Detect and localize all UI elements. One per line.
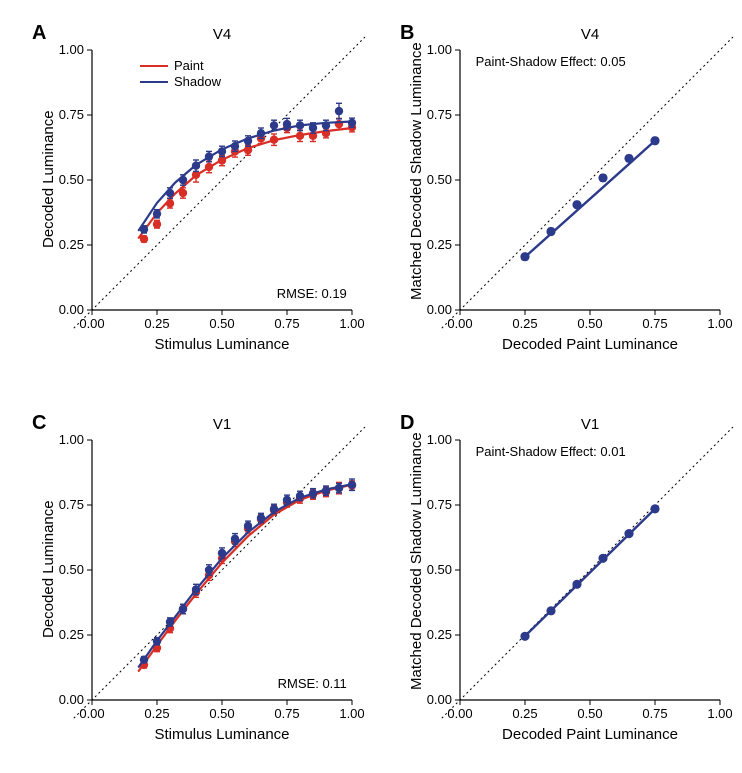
legend-label-paint: Paint	[174, 58, 204, 73]
legend-label-shadow: Shadow	[174, 74, 221, 89]
svg-text:1.00: 1.00	[707, 316, 732, 331]
svg-text:0.00: 0.00	[447, 706, 472, 721]
svg-text:0.50: 0.50	[209, 706, 234, 721]
svg-text:1.00: 1.00	[427, 42, 452, 57]
ylabel-a: Decoded Luminance	[40, 110, 57, 248]
svg-text:0.50: 0.50	[59, 172, 84, 187]
svg-text:0.25: 0.25	[59, 237, 84, 252]
svg-text:0.00: 0.00	[79, 316, 104, 331]
svg-text:0.75: 0.75	[274, 706, 299, 721]
annot-b: Paint-Shadow Effect: 0.05	[476, 54, 626, 69]
svg-text:0.75: 0.75	[274, 316, 299, 331]
svg-text:0.00: 0.00	[427, 692, 452, 707]
svg-text:0.50: 0.50	[427, 562, 452, 577]
panel-letter-a: A	[32, 22, 46, 45]
svg-text:0.25: 0.25	[427, 627, 452, 642]
svg-text:0.75: 0.75	[642, 316, 667, 331]
svg-text:0.75: 0.75	[427, 107, 452, 122]
svg-text:0.25: 0.25	[144, 316, 169, 331]
svg-text:0.25: 0.25	[512, 706, 537, 721]
ylabel-d: Matched Decoded Shadow Luminance	[408, 432, 425, 690]
svg-text:0.50: 0.50	[427, 172, 452, 187]
legend-line-shadow	[140, 81, 168, 83]
ylabel-b: Matched Decoded Shadow Luminance	[408, 42, 425, 300]
svg-text:0.50: 0.50	[577, 706, 602, 721]
svg-text:1.00: 1.00	[59, 42, 84, 57]
legend-line-paint	[140, 65, 168, 67]
svg-text:1.00: 1.00	[339, 316, 364, 331]
svg-text:0.25: 0.25	[59, 627, 84, 642]
svg-text:1.00: 1.00	[339, 706, 364, 721]
svg-text:0.25: 0.25	[427, 237, 452, 252]
annot-d: Paint-Shadow Effect: 0.01	[476, 444, 626, 459]
svg-text:0.75: 0.75	[642, 706, 667, 721]
svg-text:0.25: 0.25	[512, 316, 537, 331]
figure-root: A V4 Decoded Luminance Stimulus Luminanc…	[0, 0, 742, 773]
legend-shadow: Shadow	[140, 74, 221, 89]
svg-text:0.75: 0.75	[59, 497, 84, 512]
svg-text:1.00: 1.00	[427, 432, 452, 447]
svg-text:0.00: 0.00	[79, 706, 104, 721]
svg-text:0.50: 0.50	[209, 316, 234, 331]
svg-text:0.00: 0.00	[447, 316, 472, 331]
legend-paint: Paint	[140, 58, 204, 73]
svg-text:0.75: 0.75	[427, 497, 452, 512]
svg-text:1.00: 1.00	[707, 706, 732, 721]
svg-text:0.50: 0.50	[577, 316, 602, 331]
svg-text:0.75: 0.75	[59, 107, 84, 122]
svg-text:1.00: 1.00	[59, 432, 84, 447]
ylabel-c: Decoded Luminance	[40, 500, 57, 638]
svg-text:0.25: 0.25	[144, 706, 169, 721]
svg-text:0.00: 0.00	[427, 302, 452, 317]
panel-letter-c: C	[32, 412, 46, 435]
svg-text:0.00: 0.00	[59, 302, 84, 317]
annot-a: RMSE: 0.19	[147, 286, 347, 301]
svg-text:0.50: 0.50	[59, 562, 84, 577]
svg-text:0.00: 0.00	[59, 692, 84, 707]
annot-c: RMSE: 0.11	[147, 676, 347, 691]
